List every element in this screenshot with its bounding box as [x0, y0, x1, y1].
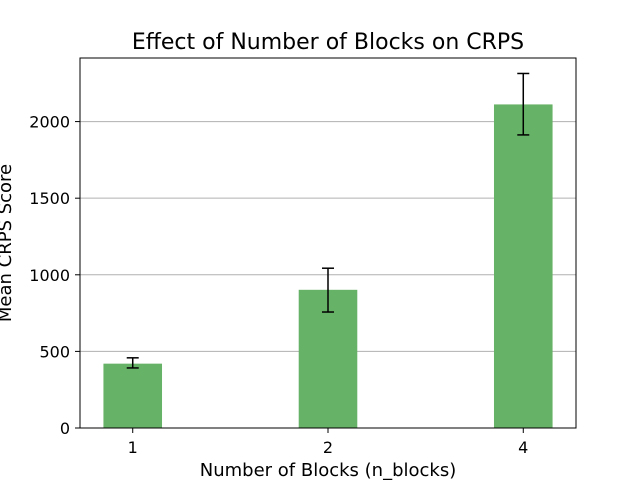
error-bars — [126, 72, 530, 369]
y-tick-label: 2000 — [29, 113, 70, 132]
y-tick-label: 1000 — [29, 266, 70, 285]
bar-4 — [493, 104, 553, 428]
x-tick-label: 2 — [323, 438, 333, 457]
y-tick-label: 500 — [39, 342, 70, 361]
y-tick-label: 0 — [60, 419, 70, 438]
bars — [103, 104, 553, 428]
x-tick-label: 4 — [518, 438, 528, 457]
x-tick-label: 1 — [128, 438, 138, 457]
y-tick-label: 1500 — [29, 189, 70, 208]
bar-2 — [298, 289, 358, 428]
x-axis-label: Number of Blocks (n_blocks) — [200, 460, 456, 480]
bar-1 — [103, 363, 163, 428]
y-axis-label: Mean CRPS Score — [0, 164, 16, 322]
chart-title: Effect of Number of Blocks on CRPS — [132, 30, 524, 55]
axis-ticks: 0 500 1000 1500 2000 1 2 4 — [29, 113, 528, 457]
